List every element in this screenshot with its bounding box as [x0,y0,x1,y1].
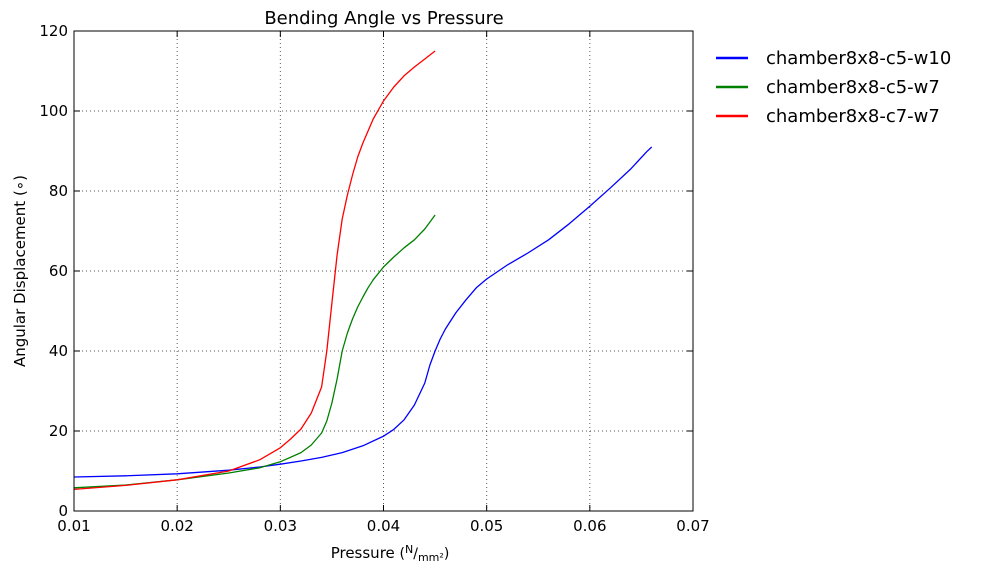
y-tick-label: 0 [58,502,68,520]
legend-label: chamber8x8-c7-w7 [766,106,940,127]
chart-title: Bending Angle vs Pressure [264,8,503,29]
axis-ticks: 0.01 0.02 0.03 0.04 0.05 0.06 0.07 0 20 40 60 80 100… [39,22,709,535]
series-line-chamber8x8-c7-w7 [73,50,436,491]
y-tick-label: 60 [49,262,68,280]
y-tick-label: 80 [49,182,68,200]
x-axis-unit-slash: / [413,546,418,562]
y-tick-label: 100 [39,102,68,120]
x-axis-label-main: Pressure [331,544,395,562]
series-line-chamber8x8-c5-w7 [73,214,436,489]
x-axis-unit-open-paren: ( [400,546,405,562]
legend-label: chamber8x8-c5-w7 [766,77,940,98]
y-axis-label: Angular Displacement (∘) [11,175,29,367]
x-axis-unit-denominator: mm² [418,551,444,564]
x-tick-label: 0.01 [57,517,90,535]
x-axis-unit-close-paren: ) [444,546,449,562]
legend-label: chamber8x8-c5-w10 [766,48,951,69]
y-tick-label: 20 [49,422,68,440]
x-axis-label: Pressure (N/mm²) [331,543,450,564]
x-tick-label: 0.06 [573,517,606,535]
series-line-chamber8x8-c5-w10 [73,146,653,478]
x-tick-label: 0.07 [676,517,709,535]
x-axis-unit-numerator: N [405,543,413,556]
x-tick-label: 0.02 [160,517,193,535]
grid [74,31,693,511]
legend: chamber8x8-c5-w10 chamber8x8-c5-w7 chamber… [716,48,951,127]
y-tick-label: 40 [49,342,68,360]
plot-series [73,50,653,491]
y-tick-label: 120 [39,22,68,40]
x-tick-label: 0.05 [470,517,503,535]
x-tick-label: 0.03 [264,517,297,535]
x-tick-label: 0.04 [367,517,400,535]
